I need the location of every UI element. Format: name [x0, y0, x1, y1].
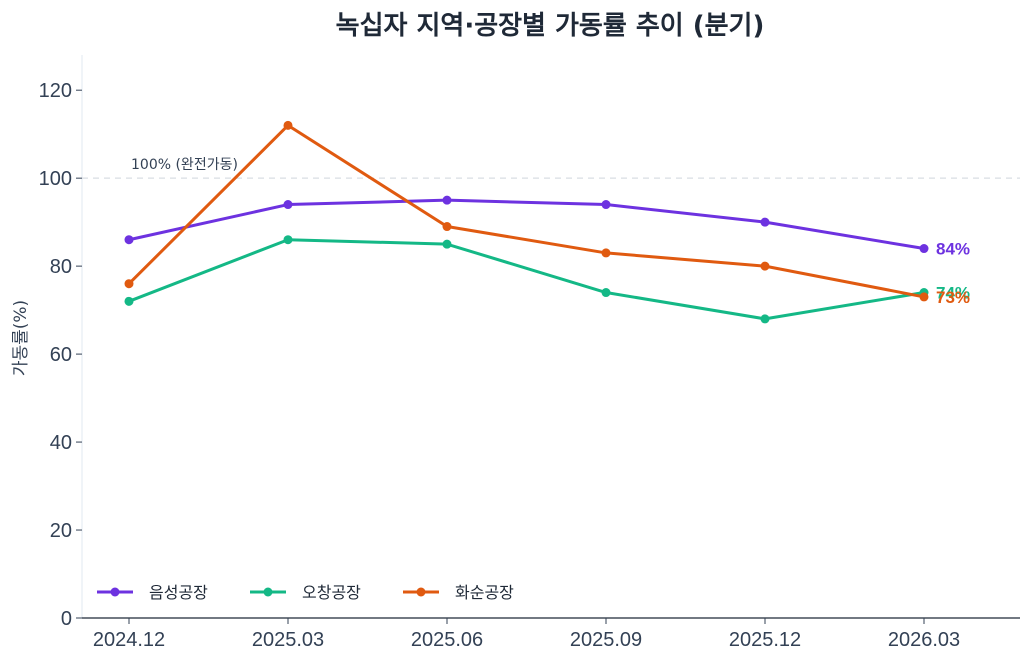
y-tick-label: 40 [50, 432, 72, 454]
end-value-label: 73% [936, 288, 970, 307]
y-tick-label: 100 [39, 168, 72, 190]
plot-area: 0 20 40 60 80 100 120 2024.12 2025.03 2025.06 2025… [39, 55, 1020, 651]
data-point [760, 217, 770, 227]
x-tick-label: 2025.03 [252, 629, 324, 651]
reference-line-label: 100% (완전가동) [131, 157, 238, 173]
data-point [283, 235, 293, 245]
end-value-label: 84% [936, 240, 970, 259]
data-point [124, 279, 134, 289]
data-point [760, 261, 770, 271]
data-point [601, 288, 611, 298]
legend-entry-label: 화순공장 [455, 583, 514, 602]
data-point [919, 244, 929, 254]
x-tick-label: 2026.03 [888, 629, 960, 651]
data-point [601, 248, 611, 258]
y-tick-label: 120 [39, 80, 72, 102]
x-tick-label: 2025.06 [411, 629, 483, 651]
legend-entry-label: 오창공장 [302, 583, 361, 602]
data-point [919, 292, 929, 302]
legend-marker [263, 587, 273, 597]
x-tick-label: 2024.12 [93, 629, 165, 651]
series-line-3 [127, 123, 925, 299]
x-tick-label: 2025.12 [729, 629, 801, 651]
chart-title: 녹십자 지역·공장별 가동률 추이 (분기) [336, 11, 765, 41]
data-point [760, 314, 770, 324]
data-point [442, 222, 452, 232]
series-line-2 [128, 238, 925, 321]
legend-entry-label: 음성공장 [149, 583, 208, 602]
y-axis-label: 가동률(%) [11, 300, 31, 376]
legend-marker [416, 587, 426, 597]
y-tick-label: 80 [50, 256, 72, 278]
y-tick-label: 60 [50, 344, 72, 366]
series-line-1 [128, 198, 925, 251]
data-point [283, 200, 293, 210]
legend: 음성공장 오창공장 화순공장 [97, 583, 514, 602]
x-tick-label: 2025.09 [570, 629, 642, 651]
end-value-label: 74% [936, 284, 970, 303]
data-point [601, 200, 611, 210]
data-point [442, 195, 452, 205]
y-tick-label: 20 [50, 520, 72, 542]
data-point [124, 235, 134, 245]
legend-marker [110, 587, 120, 597]
y-tick-label: 0 [61, 608, 72, 630]
data-point [124, 296, 134, 306]
data-point [442, 239, 452, 249]
data-point [283, 120, 293, 130]
